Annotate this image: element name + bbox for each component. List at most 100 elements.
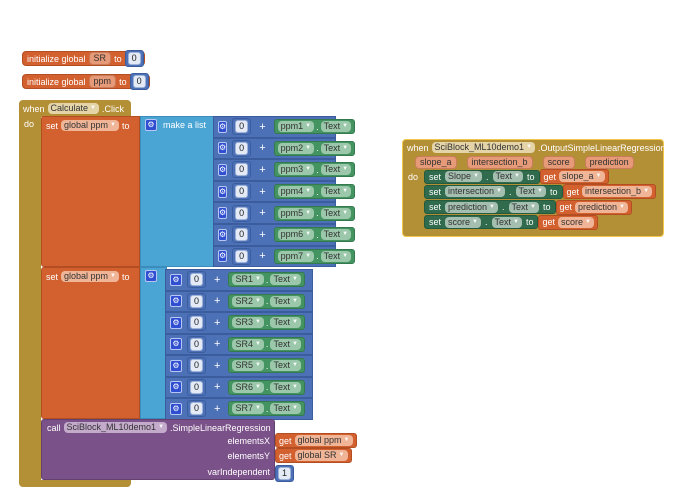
addition-block[interactable]: ⚙ 0 + SR4 ▼. Text ▼ [165,333,313,355]
component-property-getter[interactable]: SR3 ▼. Text ▼ [228,315,305,331]
gear-mutator-icon[interactable]: ⚙ [170,381,182,394]
variable-dropdown[interactable]: global ppm ▼ [61,120,119,131]
component-dropdown[interactable]: SR1 ▼ [232,274,264,286]
property-dropdown[interactable]: Text ▼ [320,207,352,219]
get-parameter-block[interactable]: get prediction ▼ [555,199,632,215]
property-dropdown[interactable]: Text ▼ [491,216,522,228]
event-parameter[interactable]: slope_a [415,156,457,169]
gear-mutator-icon[interactable]: ⚙ [170,295,182,308]
gear-mutator-icon[interactable]: ⚙ [145,270,157,282]
component-dropdown[interactable]: ppm3 ▼ [277,164,315,176]
variable-dropdown[interactable]: global ppm ▼ [61,271,119,282]
global-variable-name[interactable]: ppm [88,75,117,88]
addition-block[interactable]: ⚙ 0 + SR7 ▼. Text ▼ [165,398,313,420]
gear-mutator-icon[interactable]: ⚙ [170,402,182,415]
set-property-block[interactable]: set Slope ▼. Text ▼ to [424,169,540,184]
component-dropdown[interactable]: SR3 ▼ [232,317,264,329]
number-block[interactable]: 0 [187,335,207,353]
number-block[interactable]: 0 [187,271,207,289]
gear-mutator-icon[interactable]: ⚙ [170,316,182,329]
number-value[interactable]: 0 [235,120,249,134]
number-value[interactable]: 0 [190,380,204,394]
gear-mutator-icon[interactable]: ⚙ [170,273,182,286]
call-simple-linear-regression-block[interactable]: call SciBlock_ML10demo1 ▼ .SimpleLinearRegr… [41,419,275,480]
number-block[interactable]: 0 [232,118,252,136]
addition-block[interactable]: ⚙ 0 + SR6 ▼. Text ▼ [165,376,313,398]
event-parameter[interactable]: intersection_b [466,156,533,169]
number-block[interactable]: 0 [187,400,207,418]
component-property-getter[interactable]: ppm7 ▼. Text ▼ [273,248,356,264]
number-value[interactable]: 0 [235,163,249,177]
gear-mutator-icon[interactable]: ⚙ [218,120,228,133]
property-dropdown[interactable]: Text ▼ [270,381,301,393]
number-value[interactable]: 0 [190,294,204,308]
gear-mutator-icon[interactable]: ⚙ [145,119,157,131]
addition-block[interactable]: ⚙ 0 + ppm5 ▼. Text ▼ [213,202,356,224]
addition-block[interactable]: ⚙ 0 + SR5 ▼. Text ▼ [165,355,313,377]
set-property-block[interactable]: set prediction ▼. Text ▼ to [424,200,556,215]
property-dropdown[interactable]: Text ▼ [270,360,301,372]
property-dropdown[interactable]: Text ▼ [320,142,352,154]
property-dropdown[interactable]: Text ▼ [320,229,352,241]
get-variable-block[interactable]: get global ppm ▼ [275,433,357,448]
property-dropdown[interactable]: Text ▼ [508,201,539,213]
component-dropdown[interactable]: prediction ▼ [445,201,498,213]
component-property-getter[interactable]: ppm1 ▼. Text ▼ [273,119,356,135]
event-parameter[interactable]: prediction [584,156,634,169]
gear-mutator-icon[interactable]: ⚙ [170,359,182,372]
number-block[interactable]: 0 [232,226,252,244]
component-dropdown[interactable]: score ▼ [445,216,481,228]
variable-dropdown[interactable]: global ppm ▼ [294,435,353,446]
number-block[interactable]: 0 [232,183,252,201]
parameter-dropdown[interactable]: score ▼ [558,216,594,228]
addition-block[interactable]: ⚙ 0 + SR2 ▼. Text ▼ [165,290,313,312]
component-dropdown[interactable]: intersection ▼ [445,186,505,198]
component-property-getter[interactable]: ppm5 ▼. Text ▼ [273,205,356,221]
gear-mutator-icon[interactable]: ⚙ [218,207,228,220]
set-global-block[interactable]: set global ppm ▼ to [41,116,140,267]
component-dropdown[interactable]: SR7 ▼ [232,403,264,415]
property-dropdown[interactable]: Text ▼ [270,274,301,286]
component-dropdown[interactable]: SciBlock_ML10demo1 ▼ [63,422,168,433]
number-value[interactable]: 0 [190,402,204,416]
component-dropdown[interactable]: SR4 ▼ [232,338,264,350]
gear-mutator-icon[interactable]: ⚙ [218,250,228,263]
gear-mutator-icon[interactable]: ⚙ [218,163,228,176]
property-dropdown[interactable]: Text ▼ [515,186,546,198]
number-value[interactable]: 0 [235,206,249,220]
number-block[interactable]: 0 [187,357,207,375]
component-dropdown[interactable]: ppm7 ▼ [277,250,315,262]
gear-mutator-icon[interactable]: ⚙ [218,142,228,155]
addition-block[interactable]: ⚙ 0 + ppm7 ▼. Text ▼ [213,245,356,268]
property-dropdown[interactable]: Text ▼ [320,121,352,133]
number-value[interactable]: 0 [190,273,204,287]
addition-block[interactable]: ⚙ 0 + ppm1 ▼. Text ▼ [213,116,356,138]
component-property-getter[interactable]: SR2 ▼. Text ▼ [228,293,305,309]
initial-value[interactable]: 0 [132,75,146,88]
make-a-list-block[interactable]: ⚙ make a list [140,116,215,267]
property-dropdown[interactable]: Text ▼ [270,317,301,329]
number-value[interactable]: 0 [190,316,204,330]
number-block[interactable]: 0 [124,50,144,67]
gear-mutator-icon[interactable]: ⚙ [218,228,228,241]
component-dropdown[interactable]: SciBlock_ML10demo1 ▼ [431,142,536,153]
number-arg[interactable]: 1 [275,465,295,482]
component-property-getter[interactable]: ppm4 ▼. Text ▼ [273,184,356,200]
property-dropdown[interactable]: Text ▼ [270,403,301,415]
component-dropdown[interactable]: ppm2 ▼ [277,142,315,154]
number-block[interactable]: 1 [275,465,295,482]
component-property-getter[interactable]: SR6 ▼. Text ▼ [228,379,305,395]
addition-block[interactable]: ⚙ 0 + SR3 ▼. Text ▼ [165,312,313,334]
set-property-block[interactable]: set score ▼. Text ▼ to [424,215,539,230]
number-value[interactable]: 0 [235,185,249,199]
initialize-global-block[interactable]: initialize global SR to 0 [22,50,145,67]
number-value[interactable]: 0 [190,359,204,373]
property-dropdown[interactable]: Text ▼ [492,171,523,182]
component-property-getter[interactable]: ppm6 ▼. Text ▼ [273,227,356,243]
gear-mutator-icon[interactable]: ⚙ [218,185,228,198]
number-value[interactable]: 0 [190,337,204,351]
parameter-dropdown[interactable]: intersection_b ▼ [582,186,653,198]
component-property-getter[interactable]: SR1 ▼. Text ▼ [228,272,305,288]
component-dropdown[interactable]: ppm4 ▼ [277,186,315,198]
number-block[interactable]: 0 [232,247,252,265]
